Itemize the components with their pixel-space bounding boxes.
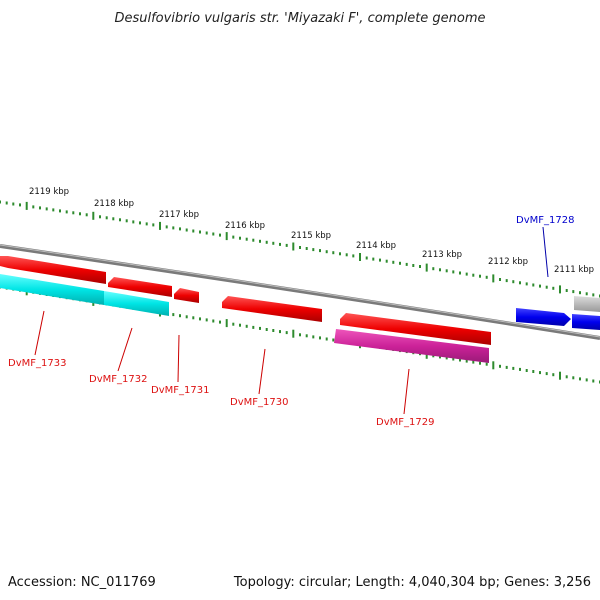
outer-ruler-ticks <box>0 200 600 298</box>
leader-dvmf-1732 <box>117 327 133 372</box>
secondary-features <box>0 274 489 363</box>
genome-backbone-highlight <box>0 244 600 338</box>
leader-dvmf-1731 <box>177 334 180 383</box>
gene-label-dvmf-1731[interactable]: DvMF_1731 <box>151 385 209 396</box>
ruler-label: 2118 kbp <box>94 199 134 209</box>
gene-label-dvmf-1728[interactable]: DvMF_1728 <box>516 215 574 226</box>
ruler-label: 2115 kbp <box>291 231 331 241</box>
ruler-labels: 2119 kbp 2118 kbp 2117 kbp 2116 kbp 2115… <box>29 187 594 275</box>
gene-feature-dvmf-1729[interactable] <box>340 313 491 345</box>
gene-feature-blue-2[interactable] <box>572 314 600 330</box>
gene-feature-dvmf-1733[interactable] <box>0 256 106 284</box>
ruler-label: 2113 kbp <box>422 250 462 260</box>
leader-dvmf-1733 <box>34 310 45 356</box>
ruler-label: 2112 kbp <box>488 257 528 267</box>
ruler-label: 2111 kbp <box>554 265 594 275</box>
leader-dvmf-1729 <box>403 368 410 415</box>
gene-feature-cyan-1733[interactable] <box>0 274 104 305</box>
gene-feature-cyan-1732[interactable] <box>104 291 169 316</box>
gene-feature-dvmf-1728[interactable] <box>516 308 571 326</box>
accession-text: Accession: NC_011769 <box>8 575 156 590</box>
map-title: Desulfovibrio vulgaris str. 'Miyazaki F'… <box>114 11 485 26</box>
gene-label-dvmf-1729[interactable]: DvMF_1729 <box>376 417 434 428</box>
genome-summary-text: Topology: circular; Length: 4,040,304 bp… <box>233 575 591 590</box>
forward-features <box>0 256 600 345</box>
gene-feature-dvmf-1730[interactable] <box>222 296 322 322</box>
leader-dvmf-1730 <box>258 348 266 395</box>
ruler-label: 2116 kbp <box>225 221 265 231</box>
gene-label-dvmf-1730[interactable]: DvMF_1730 <box>230 397 288 408</box>
gene-label-dvmf-1732[interactable]: DvMF_1732 <box>89 374 147 385</box>
gene-label-dvmf-1733[interactable]: DvMF_1733 <box>8 358 66 369</box>
gene-labels: DvMF_1733 DvMF_1732 DvMF_1731 DvMF_1730 … <box>8 215 574 428</box>
gene-feature-dvmf-1731[interactable] <box>174 288 199 303</box>
label-leaders <box>34 226 549 415</box>
leader-dvmf-1728 <box>542 226 549 278</box>
gene-feature-magenta-1729[interactable] <box>334 329 489 363</box>
gene-feature-grey[interactable] <box>574 296 600 312</box>
gene-feature-dvmf-1732[interactable] <box>108 277 172 297</box>
ruler-label: 2119 kbp <box>29 187 69 197</box>
genome-backbone <box>0 244 600 340</box>
ruler-label: 2114 kbp <box>356 241 396 251</box>
ruler-label: 2117 kbp <box>159 210 199 220</box>
